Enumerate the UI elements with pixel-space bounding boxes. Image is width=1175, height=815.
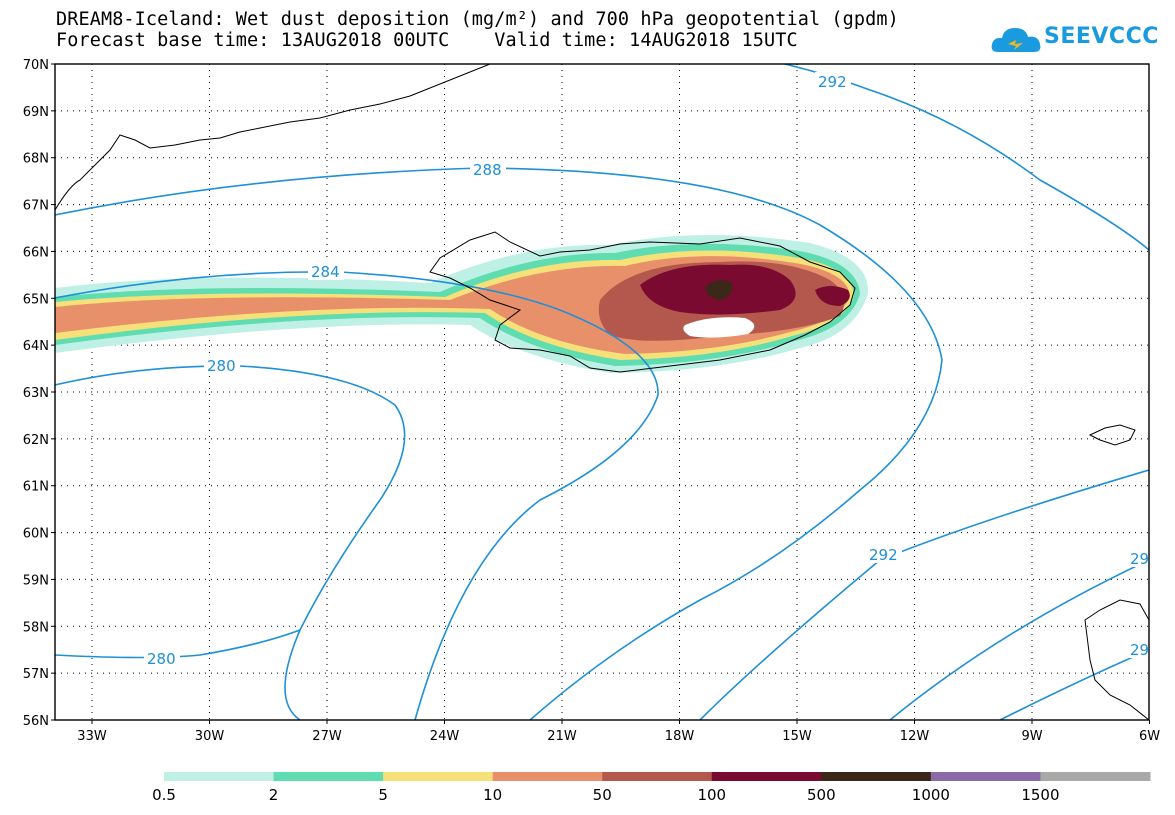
contour-284: [55, 271, 659, 720]
greenland-coast: [55, 64, 491, 211]
lat-tick-label: 63N: [23, 386, 49, 401]
legend-swatch: [492, 772, 603, 781]
legend-label: 100: [697, 786, 726, 804]
legend-swatch: [602, 772, 713, 781]
lon-tick-label: 15W: [782, 729, 812, 744]
dust-band-100-east: [815, 286, 850, 306]
faroe-coast: [1088, 424, 1136, 446]
lat-tick-label: 64N: [23, 339, 49, 354]
legend-label: 10: [483, 786, 502, 804]
legend-swatch: [711, 772, 822, 781]
lat-tick-label: 66N: [23, 245, 49, 260]
scotland-coast: [1084, 599, 1149, 720]
lat-tick-label: 67N: [23, 199, 49, 214]
latitude-axis: 70N 69N 68N 67N 66N 65N 64N 63N 62N 61N 60N 59N 58N 5…: [23, 58, 55, 729]
legend-label: 5: [378, 786, 388, 804]
lon-tick-label: 30W: [195, 729, 225, 744]
legend-label: 0.5: [152, 786, 176, 804]
contour-280-south: [55, 629, 301, 659]
longitude-axis: 33W 30W 27W 24W 21W 18W 15W 12W 9W 6W: [77, 720, 1160, 744]
legend-swatch: [930, 772, 1041, 781]
contour-label-296: 29: [1130, 550, 1149, 568]
lat-tick-label: 60N: [23, 527, 49, 542]
legend-label: 1500: [1021, 786, 1059, 804]
lon-tick-label: 12W: [900, 729, 930, 744]
lon-tick-label: 21W: [547, 729, 577, 744]
lat-tick-label: 59N: [23, 573, 49, 588]
lat-tick-label: 70N: [23, 58, 49, 73]
legend-swatch: [273, 772, 384, 781]
legend-swatch: [1040, 772, 1151, 781]
lon-tick-label: 24W: [430, 729, 460, 744]
lat-tick-label: 68N: [23, 152, 49, 167]
lon-tick-label: 6W: [1139, 729, 1160, 744]
lat-tick-label: 56N: [23, 714, 49, 729]
lon-tick-label: 9W: [1021, 729, 1042, 744]
coastlines: [55, 64, 1149, 720]
dust-deposition-field: [55, 234, 869, 373]
contour-label-300: 29: [1130, 641, 1149, 659]
contour-label-288: 288: [473, 161, 502, 179]
lon-tick-label: 18W: [665, 729, 695, 744]
lon-tick-label: 33W: [77, 729, 107, 744]
contour-label-280: 280: [207, 357, 236, 375]
lat-tick-label: 61N: [23, 480, 49, 495]
legend-label: 500: [807, 786, 836, 804]
contour-label-284: 284: [311, 263, 340, 281]
contour-label-280-south: 280: [147, 650, 176, 668]
lon-tick-label: 27W: [312, 729, 342, 744]
map-title: DREAM8-Iceland: Wet dust deposition (mg/…: [56, 9, 899, 30]
iceland-coast: [429, 231, 856, 373]
legend-label: 50: [593, 786, 612, 804]
lat-tick-label: 58N: [23, 620, 49, 635]
legend-swatch: [821, 772, 932, 781]
lat-tick-label: 62N: [23, 433, 49, 448]
seevccc-logo: SEEVCCC: [990, 22, 1160, 58]
cloud-icon: [991, 28, 1041, 52]
lat-tick-label: 69N: [23, 105, 49, 120]
logo-text: SEEVCCC: [1044, 24, 1159, 49]
contour-296: [889, 559, 1149, 720]
legend-swatch: [164, 772, 275, 781]
glacier-gap: [683, 317, 755, 338]
legend-label: 2: [269, 786, 279, 804]
lat-tick-label: 57N: [23, 667, 49, 682]
contour-288: [55, 167, 943, 720]
legend-swatch: [383, 772, 494, 781]
contour-label-292-north: 292: [818, 73, 847, 91]
dust-band-500: [705, 280, 733, 300]
lat-tick-label: 65N: [23, 292, 49, 307]
map-subtitle: Forecast base time: 13AUG2018 00UTC Vali…: [56, 30, 798, 51]
color-legend: 0.5 2 5 10 50 100 500 1000 1500: [152, 772, 1151, 804]
legend-label: 1000: [912, 786, 950, 804]
contour-label-group: 292 288 284 280 280 292 29 29: [144, 72, 1149, 668]
contour-label-292-south: 292: [869, 546, 898, 564]
